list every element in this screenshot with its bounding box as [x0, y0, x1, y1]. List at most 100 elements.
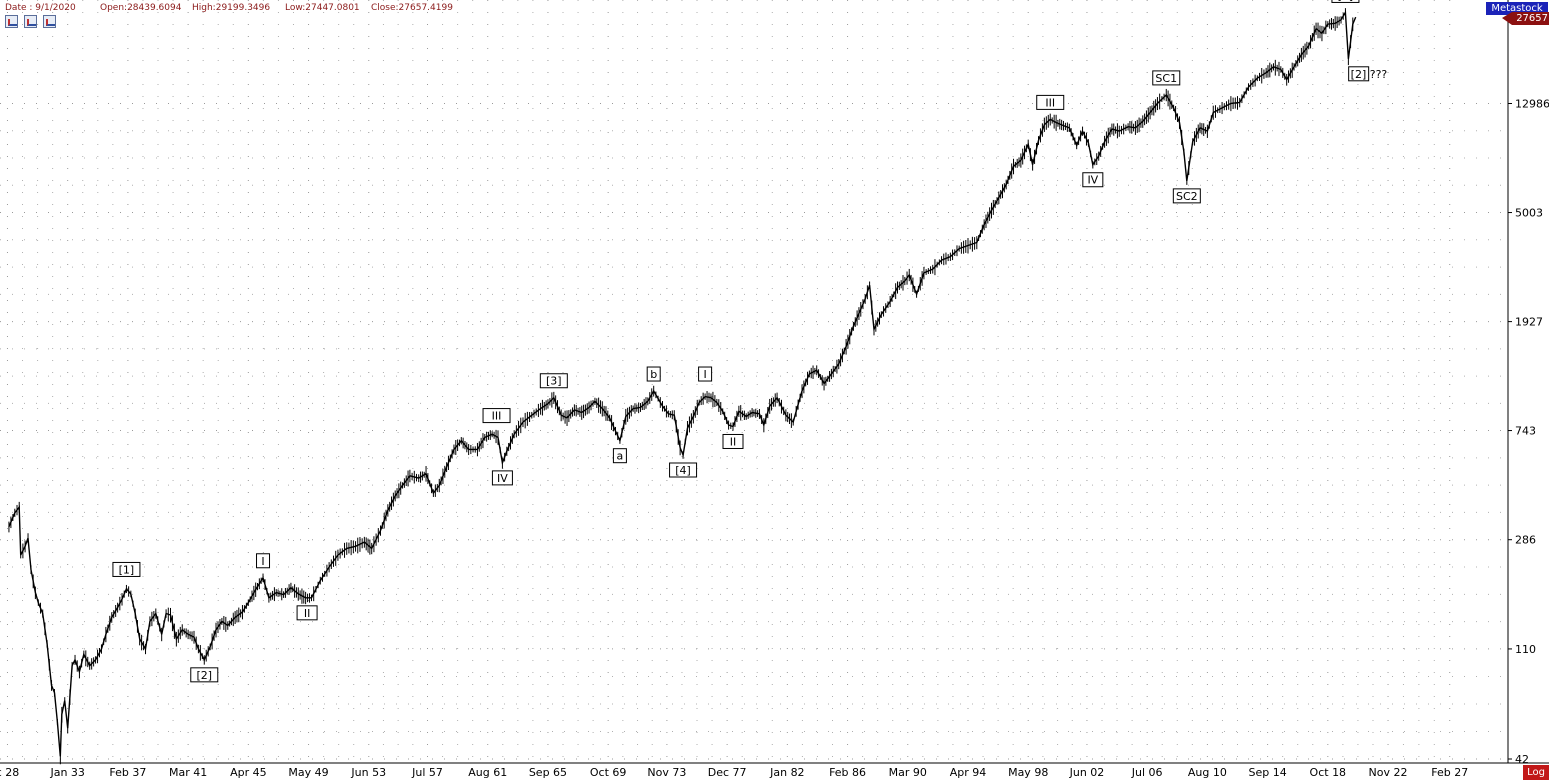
wave-label: II	[296, 605, 318, 621]
x-tick-label: Nov 73	[647, 766, 686, 779]
wave-label-box	[491, 470, 513, 486]
wave-label-text: IV	[1087, 174, 1098, 187]
wave-label-text: SC2	[1176, 190, 1198, 203]
wave-label-text: III	[492, 410, 502, 423]
wave-label-text: I	[261, 555, 264, 568]
wave-label-text: [1]	[119, 563, 135, 576]
log-scale-button[interactable]: Log	[1523, 765, 1549, 780]
wave-label: IV	[1082, 172, 1104, 188]
wave-label: SC1	[1152, 70, 1181, 86]
price-series	[8, 8, 1357, 765]
y-tick-label: 286	[1515, 534, 1536, 547]
x-tick-label: Oct 69	[590, 766, 627, 779]
x-tick-label: Feb 37	[109, 766, 146, 779]
wave-label: II	[722, 433, 744, 449]
x-tick-label: Mar 90	[889, 766, 927, 779]
chart-properties-icon[interactable]	[5, 15, 18, 28]
wave-label-box	[1331, 0, 1360, 3]
x-tick-label: Feb 27	[1431, 766, 1468, 779]
header-date: Date : 9/1/2020	[5, 3, 76, 13]
y-tick-label: 12986	[1515, 98, 1549, 111]
last-price-pointer-icon	[1502, 12, 1512, 25]
wave-label: I	[698, 366, 713, 382]
wave-label-box	[482, 408, 511, 424]
x-tick-label: Jan 33	[49, 766, 84, 779]
x-tick-label: Sep 14	[1248, 766, 1286, 779]
wave-label-box	[1172, 188, 1201, 204]
header-low: Low:27447.0801	[285, 3, 360, 13]
wave-label: IV	[491, 470, 513, 486]
wave-label-box	[646, 366, 661, 382]
x-tick-label: Mar 41	[169, 766, 207, 779]
wave-label-text: a	[617, 450, 624, 463]
grid	[0, 0, 1508, 763]
x-tick-label: Jun 02	[1069, 766, 1105, 779]
wave-label-text: IV	[497, 472, 508, 485]
wave-label: [2]	[190, 667, 219, 683]
x-tick-label: May 49	[288, 766, 328, 779]
wave-label: [3]	[539, 373, 568, 389]
x-tick-label: Apr 94	[950, 766, 987, 779]
wave-label-box	[539, 373, 568, 389]
y-axis: 42 110 286 743 1927 5003 12986	[1507, 0, 1549, 766]
wave-label: I	[256, 553, 271, 569]
wave-label: [1]	[112, 561, 141, 577]
wave-label-box	[296, 605, 318, 621]
x-tick-label: Aug 61	[468, 766, 507, 779]
wave-label: a	[612, 448, 627, 464]
x-tick-label: Jul 57	[411, 766, 443, 779]
wave-label: III	[482, 408, 511, 424]
x-tick-label: May 98	[1008, 766, 1048, 779]
wave-label-text: II	[730, 435, 737, 448]
wave-labels: [1][2]IIIIIIIV[3]ab[4]IIIIIIIVSC1SC2[1][…	[112, 0, 1388, 683]
wave-label-text: I	[703, 368, 706, 381]
y-tick-label: 743	[1515, 425, 1536, 438]
wave-label: b	[646, 366, 661, 382]
x-tick-label: Sep 65	[529, 766, 567, 779]
wave-label-box	[1152, 70, 1181, 86]
x-tick-label: Dec 77	[708, 766, 747, 779]
header-readout: Date : 9/1/2020 Open:28439.6094 High:291…	[5, 3, 453, 13]
header-open: Open:28439.6094	[100, 3, 182, 13]
y-tick-label: 1927	[1515, 316, 1543, 329]
x-tick-label: Oct 18	[1310, 766, 1347, 779]
x-tick-label: Aug 10	[1188, 766, 1227, 779]
wave-label-box	[698, 366, 713, 382]
y-tick-label: 5003	[1515, 207, 1543, 220]
wave-label: [1]	[1331, 0, 1360, 3]
wave-label: SC2	[1172, 188, 1201, 204]
wave-label-text: III	[1045, 96, 1055, 109]
x-axis: c 28 Jan 33 Feb 37 Mar 41 Apr 45 May 49 Jun 53…	[0, 762, 1549, 779]
wave-label-text: [2] ???	[1351, 68, 1388, 81]
wave-label-box	[1036, 94, 1065, 110]
expert-advisor-icon[interactable]	[43, 15, 56, 28]
header-high: High:29199.3496	[192, 3, 270, 13]
x-tick-label: Jan 82	[769, 766, 804, 779]
wave-label: III	[1036, 94, 1065, 110]
wave-label-box	[669, 462, 698, 478]
wave-label-box	[112, 561, 141, 577]
x-tick-label: Feb 86	[829, 766, 866, 779]
wave-label-box	[722, 433, 744, 449]
wave-label-text: [4]	[675, 464, 691, 477]
metastock-brand-label: Metastock	[1486, 2, 1548, 15]
y-tick-label: 42	[1515, 753, 1529, 766]
wave-label-text: II	[304, 607, 311, 620]
last-price-tag: 27657	[1512, 12, 1549, 25]
wave-label-box	[1082, 172, 1104, 188]
wave-label-text: SC1	[1155, 72, 1177, 85]
wave-label-box	[612, 448, 627, 464]
x-tick-label: Jun 53	[350, 766, 386, 779]
wave-label: [2] ???	[1348, 66, 1388, 82]
x-tick-label: Jul 06	[1131, 766, 1163, 779]
y-tick-label: 110	[1515, 643, 1536, 656]
wave-label-text: [2]	[196, 669, 212, 682]
wave-label-box	[256, 553, 271, 569]
header-close: Close:27657.4199	[371, 3, 453, 13]
x-tick-label: Nov 22	[1369, 766, 1408, 779]
wave-label-text: [3]	[546, 375, 562, 388]
x-tick-label: Apr 45	[230, 766, 267, 779]
indicator-icon[interactable]	[24, 15, 37, 28]
